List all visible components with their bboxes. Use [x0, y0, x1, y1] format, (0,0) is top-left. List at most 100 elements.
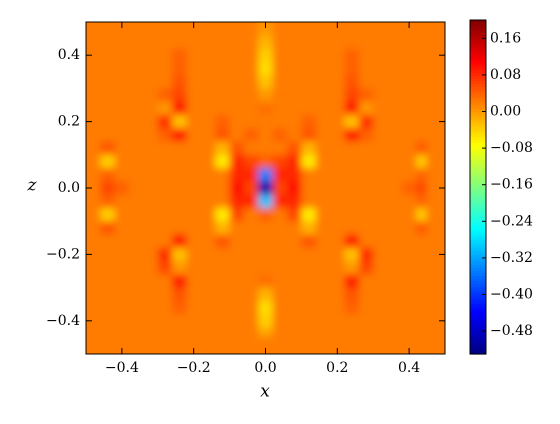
heatmap-cell [330, 101, 345, 116]
heatmap-cell [114, 207, 130, 222]
heatmap-cell [330, 61, 345, 76]
heatmap-cell [157, 274, 173, 289]
heatmap-cell [200, 48, 216, 63]
heatmap-cell [100, 207, 116, 222]
heatmap-cell [301, 194, 317, 209]
heatmap-cell [129, 194, 144, 209]
heatmap-cell [272, 274, 288, 289]
heatmap-cell [272, 141, 288, 156]
heatmap-cell [272, 35, 288, 50]
heatmap-cell [287, 168, 302, 182]
colorbar-band [470, 206, 486, 210]
colorbar-band [470, 342, 486, 347]
heatmap-cell [401, 287, 417, 302]
heatmap-cell [129, 207, 144, 222]
heatmap-cell [373, 234, 389, 249]
heatmap-cell [172, 88, 188, 103]
colorbar-band [470, 120, 486, 124]
heatmap-cell [387, 35, 403, 50]
heatmap-cell [426, 88, 445, 103]
colorbar-band [470, 348, 486, 352]
heatmap-cell [258, 168, 274, 182]
heatmap-cell [157, 207, 173, 222]
heatmap-cell [358, 88, 374, 103]
heatmap-cell [229, 336, 245, 354]
heatmap-cell [172, 168, 188, 182]
colorbar-band [470, 47, 486, 52]
heatmap-cell [315, 247, 331, 262]
colorbar-band [470, 97, 486, 102]
heatmap-cell [358, 48, 374, 63]
heatmap-cell [330, 194, 345, 209]
heatmap-cell [272, 128, 288, 143]
heatmap-cell [272, 336, 288, 354]
heatmap-cell [143, 181, 159, 196]
colorbar-band [470, 178, 486, 183]
heatmap-cell [143, 35, 159, 50]
heatmap-cell [387, 234, 403, 249]
heatmap-cell [387, 261, 403, 275]
heatmap-cell [387, 247, 403, 262]
heatmap-cell [114, 234, 130, 249]
heatmap-cell [330, 181, 345, 196]
heatmap-cell [143, 114, 159, 129]
colorbar-band [470, 264, 486, 269]
heatmap-cell [129, 274, 144, 289]
colorbar-band [470, 337, 486, 341]
heatmap-cell [200, 194, 216, 209]
heatmap-cell [301, 35, 317, 50]
colorbar-tick-label: −0.48 [490, 323, 533, 339]
heatmap-cell [157, 261, 173, 275]
heatmap-cell [344, 221, 360, 235]
heatmap-cell [243, 274, 259, 289]
heatmap-cell [186, 274, 202, 289]
y-tick-label: 0.4 [58, 47, 80, 63]
colorbar-band [470, 242, 486, 247]
colorbar-tick-label: −0.32 [490, 250, 533, 266]
colorbar-band [470, 298, 486, 302]
heatmap-cell [358, 154, 374, 169]
colorbar-band [470, 86, 486, 91]
heatmap-cell [272, 314, 288, 328]
heatmap-cell [401, 300, 417, 315]
colorbar-tick-label: −0.16 [490, 177, 533, 193]
heatmap-cell [229, 168, 245, 182]
heatmap-cell [114, 154, 130, 169]
heatmap-cell [301, 314, 317, 328]
colorbar-band [470, 31, 486, 35]
heatmap-cell [344, 181, 360, 196]
heatmap-cell [186, 75, 202, 89]
heatmap-cell [157, 194, 173, 209]
colorbar-band [470, 278, 486, 283]
heatmap-cell [215, 141, 231, 156]
heatmap-cell [114, 75, 130, 89]
heatmap-cell [172, 75, 188, 89]
heatmap-cell [287, 287, 302, 302]
heatmap-cell [401, 154, 417, 169]
colorbar-band [470, 234, 486, 238]
heatmap-cell [426, 300, 445, 315]
heatmap-cell [143, 300, 159, 315]
heatmap-cell [301, 141, 317, 156]
heatmap-cell [344, 128, 360, 143]
heatmap-cell [157, 75, 173, 89]
colorbar-band [470, 45, 486, 49]
colorbar-tick-label: 0.00 [490, 104, 521, 120]
heatmap-cell [315, 101, 331, 116]
heatmap-cell [186, 181, 202, 196]
heatmap-cell [215, 194, 231, 209]
heatmap-cell [200, 141, 216, 156]
heatmap-cell [315, 48, 331, 63]
heatmap-cell [100, 287, 116, 302]
heatmap-cell [373, 35, 389, 50]
heatmap-cell [157, 61, 173, 76]
heatmap-cell [258, 181, 274, 196]
heatmap-cell [129, 101, 144, 116]
heatmap-cell [330, 141, 345, 156]
heatmap-cell [330, 207, 345, 222]
heatmap-cell [373, 128, 389, 143]
heatmap-cell [401, 181, 417, 196]
colorbar-band [470, 267, 486, 272]
heatmap-cell [401, 314, 417, 328]
colorbar-band [470, 58, 486, 63]
